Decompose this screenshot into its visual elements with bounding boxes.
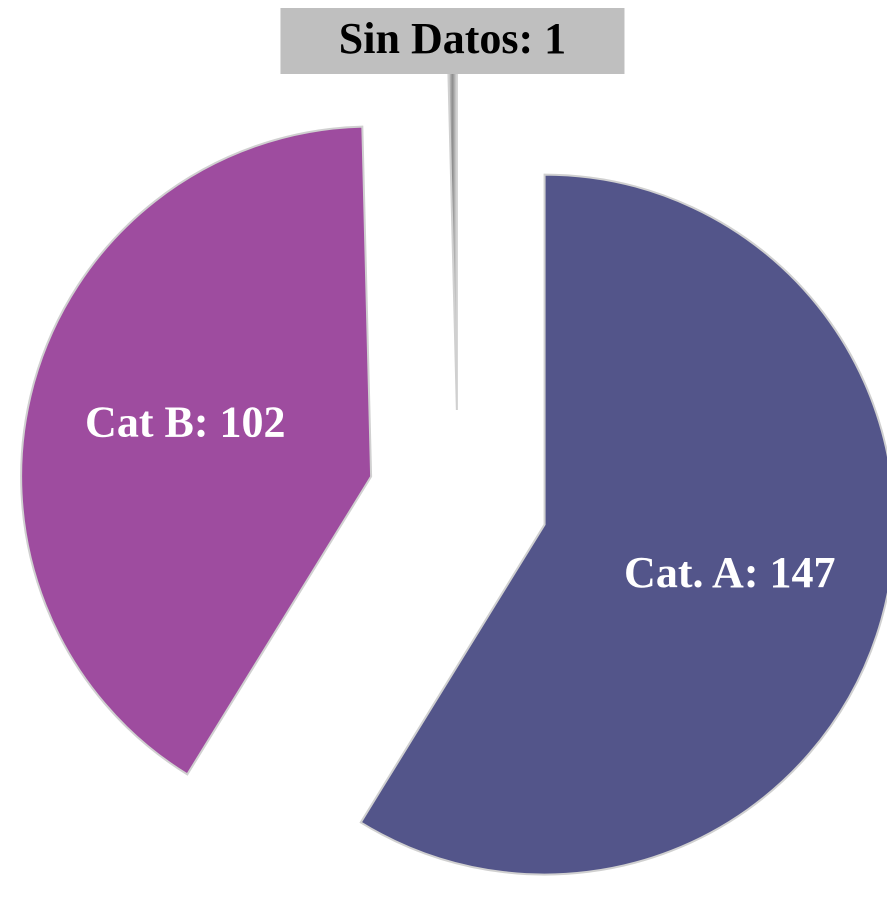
label-box <box>280 8 625 74</box>
data-label: Sin Datos: 1 <box>339 14 566 63</box>
pie-slice <box>359 173 887 876</box>
pie-slice <box>447 59 458 411</box>
data-label: Cat B: 102 <box>85 397 285 446</box>
pie-slice <box>20 125 373 776</box>
data-label: Cat. A: 147 <box>624 548 835 597</box>
